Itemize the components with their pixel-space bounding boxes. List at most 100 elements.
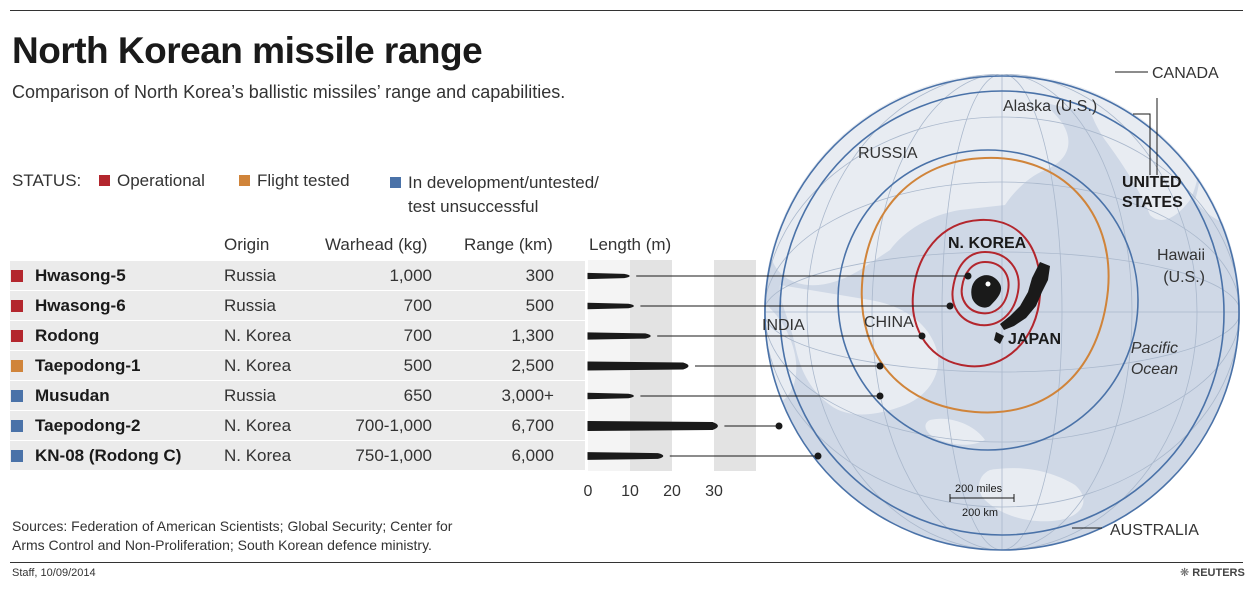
legend-text-flight-tested: Flight tested xyxy=(257,171,350,190)
ring-taepodong-1 xyxy=(860,156,1110,414)
missile-warhead: 500 xyxy=(403,356,432,375)
legend-item-operational: Operational xyxy=(99,171,205,191)
length-tick-label: 20 xyxy=(663,483,681,500)
missile-warhead: 700 xyxy=(403,326,432,345)
missile-origin: Russia xyxy=(224,296,276,315)
missile-warhead: 650 xyxy=(403,386,432,405)
missile-origin: N. Korea xyxy=(224,416,292,435)
reuters-logo-icon: ❋ xyxy=(1180,567,1190,579)
status-swatch xyxy=(11,390,23,402)
status-swatch xyxy=(11,360,23,372)
label-japan: JAPAN xyxy=(1008,331,1061,348)
chart-title: North Korean missile range xyxy=(12,30,483,71)
legend-item-flight-tested: Flight tested xyxy=(239,171,350,191)
staff-credit: Staff, 10/09/2014 xyxy=(12,567,96,579)
missile-length-bar xyxy=(587,392,634,400)
missile-origin: Russia xyxy=(224,266,276,285)
sources-line-2: Arms Control and Non-Proliferation; Sout… xyxy=(12,537,432,553)
status-swatch xyxy=(11,330,23,342)
label-china: CHINA xyxy=(864,314,914,331)
leader-dot xyxy=(918,332,926,340)
missile-warhead: 750-1,000 xyxy=(355,446,432,465)
legend-text-development-2: test unsuccessful xyxy=(408,197,539,216)
col-header-warhead: Warhead (kg) xyxy=(325,235,428,254)
leader-lines xyxy=(587,272,972,460)
missile-name: Taepodong-1 xyxy=(35,356,141,375)
legend-swatch-development xyxy=(390,177,401,188)
missile-range: 1,300 xyxy=(511,326,554,345)
table-row xyxy=(10,321,585,350)
missile-range: 500 xyxy=(525,296,554,315)
chart-subtitle: Comparison of North Korea’s ballistic mi… xyxy=(12,82,566,102)
length-tick-label: 0 xyxy=(584,483,593,500)
missile-name: Musudan xyxy=(35,386,110,405)
length-tick-label: 10 xyxy=(621,483,639,500)
label-states: STATES xyxy=(1122,194,1183,211)
bottom-rule xyxy=(10,562,1243,563)
table-row xyxy=(10,381,585,410)
land-australia xyxy=(978,468,1084,522)
missile-length-bar xyxy=(587,302,634,310)
status-swatch xyxy=(11,300,23,312)
table-row xyxy=(10,411,585,440)
label-canada: CANADA xyxy=(1152,65,1219,82)
table-row xyxy=(10,261,585,290)
ring-rodong xyxy=(911,218,1042,368)
missile-origin: Russia xyxy=(224,386,276,405)
missile-origin: N. Korea xyxy=(224,446,292,465)
map-labels: RUSSIA Alaska (U.S.) CANADA UNITED STATE… xyxy=(762,65,1219,539)
label-russia: RUSSIA xyxy=(858,145,918,162)
label-australia: AUSTRALIA xyxy=(1110,522,1199,539)
missile-length-bar xyxy=(587,420,718,432)
range-rings xyxy=(764,75,1240,551)
map-callouts xyxy=(1072,71,1158,529)
japan-shape xyxy=(1000,262,1050,330)
ring-taepodong-2 xyxy=(764,75,1240,551)
ring-musudan xyxy=(837,149,1139,451)
north-korea-shape xyxy=(971,275,1002,308)
japan-kyushu-shape xyxy=(994,332,1004,344)
top-rule xyxy=(10,10,1243,11)
missile-name: Rodong xyxy=(35,326,100,345)
legend-item-development: In development/untested/ test unsuccessf… xyxy=(390,171,599,219)
sources-note: Sources: Federation of American Scientis… xyxy=(12,517,452,555)
status-swatch xyxy=(11,450,23,462)
leader-dot xyxy=(946,302,954,310)
missile-name: Hwasong-5 xyxy=(35,266,126,285)
label-hawaii: Hawaii xyxy=(1157,247,1205,264)
legend-text-operational: Operational xyxy=(117,171,205,190)
table-row xyxy=(10,351,585,380)
length-grid: 0 10 20 30 xyxy=(584,260,756,500)
legend-label: STATUS: xyxy=(12,171,82,190)
scale-miles-label: 200 miles xyxy=(955,483,1003,495)
missile-name: Taepodong-2 xyxy=(35,416,141,435)
leader-dot xyxy=(876,362,884,370)
col-header-length: Length (m) xyxy=(589,235,672,254)
leader-dot xyxy=(814,452,822,460)
missile-length-bar xyxy=(587,332,651,340)
label-ocean: Ocean xyxy=(1131,361,1178,378)
missile-length-bar xyxy=(587,272,630,280)
missile-name: KN-08 (Rodong C) xyxy=(35,446,182,465)
leader-dot xyxy=(775,422,783,430)
missile-range: 3,000+ xyxy=(501,386,554,405)
ring-hwasong-6 xyxy=(951,250,1020,327)
status-swatch xyxy=(11,420,23,432)
label-hawaii-us: (U.S.) xyxy=(1163,269,1205,286)
missile-range: 6,700 xyxy=(511,416,554,435)
leader-dot xyxy=(876,392,884,400)
length-tick-label: 30 xyxy=(705,483,723,500)
col-header-range: Range (km) xyxy=(464,235,553,254)
missile-warhead: 700-1,000 xyxy=(355,416,432,435)
scale-bar: 200 miles 200 km xyxy=(949,483,1015,519)
missile-range: 2,500 xyxy=(511,356,554,375)
missile-length-bar xyxy=(587,452,664,460)
callout-us-2 xyxy=(1133,113,1151,175)
leader-dot xyxy=(964,272,972,280)
graticule xyxy=(764,74,1240,550)
missile-warhead: 1,000 xyxy=(389,266,432,285)
globe-map xyxy=(764,74,1240,551)
missile-range: 6,000 xyxy=(511,446,554,465)
legend-swatch-flight-tested xyxy=(239,175,250,186)
